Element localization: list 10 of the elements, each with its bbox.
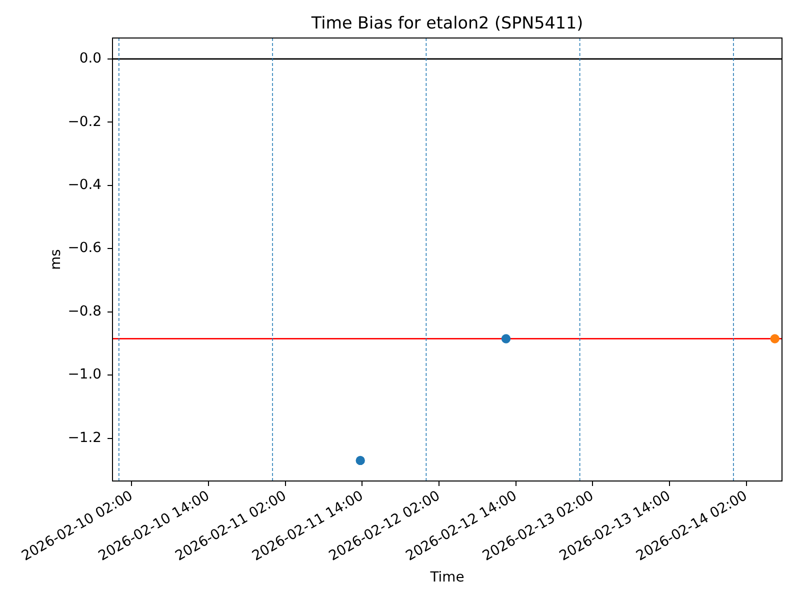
y-tick-label: −1.0: [68, 366, 102, 383]
y-tick-label: −0.6: [68, 240, 102, 256]
y-tick-label: −0.4: [68, 176, 102, 193]
y-tick-label: 0.0: [79, 50, 102, 67]
x-axis-title: Time: [429, 569, 464, 586]
chart-title: Time Bias for etalon2 (SPN5411): [310, 12, 584, 32]
y-axis-title: ms: [48, 249, 64, 270]
y-tick-label: −1.2: [68, 430, 102, 446]
y-tick-label: −0.2: [68, 114, 102, 130]
y-tick-label: −0.8: [68, 303, 102, 320]
